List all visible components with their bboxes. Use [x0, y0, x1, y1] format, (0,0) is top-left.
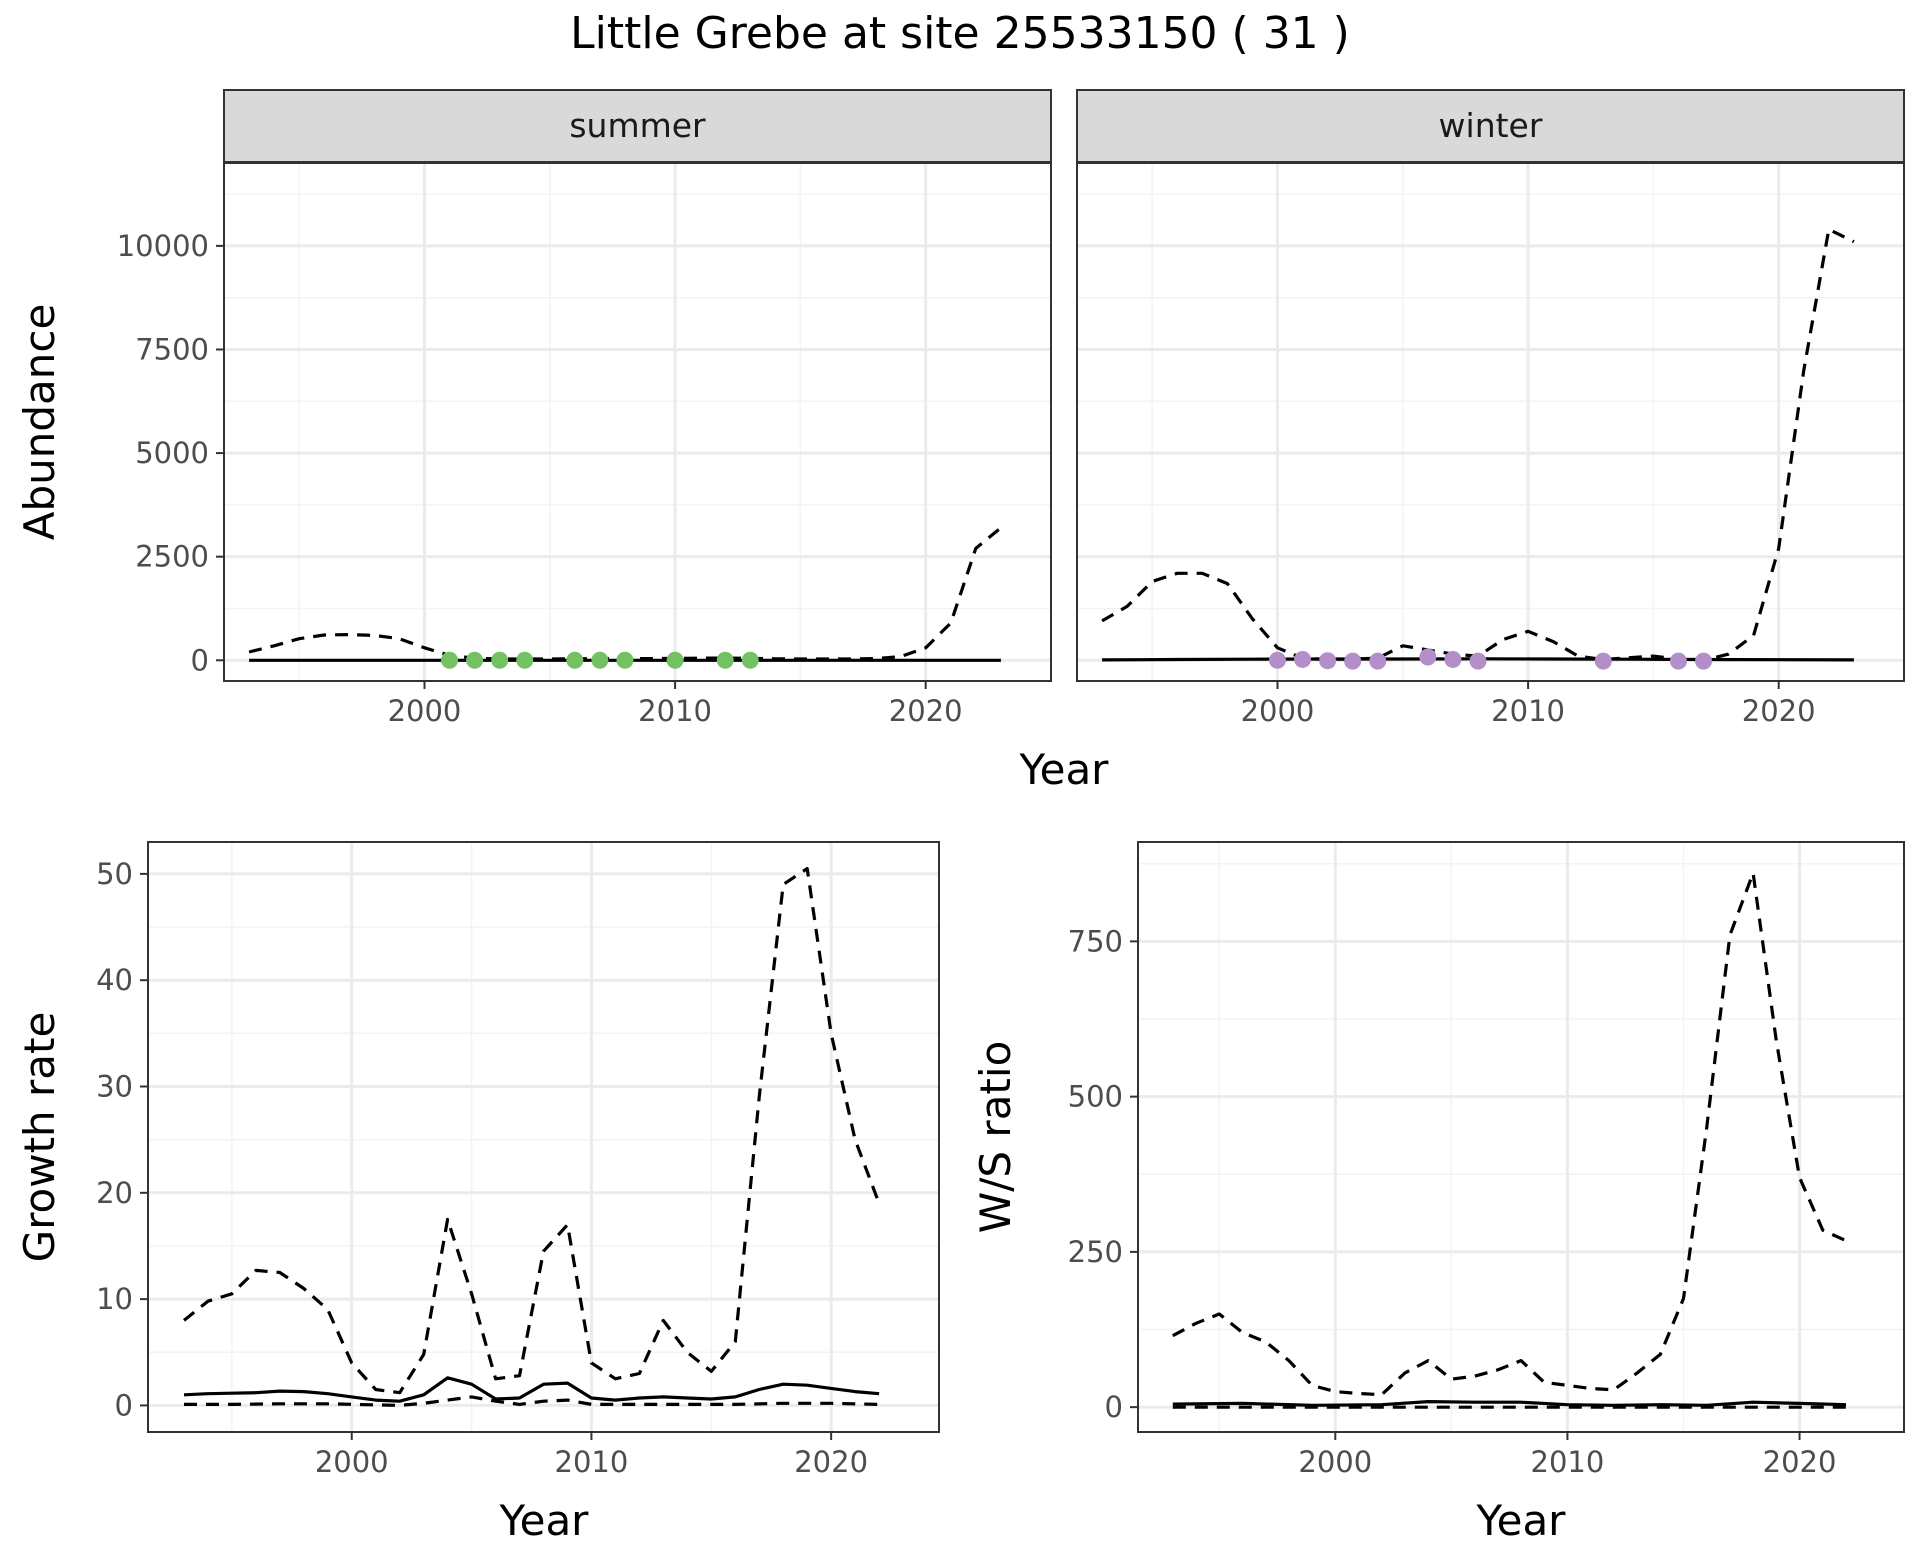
ws-ratio-x-tick-label: 2000 [1298, 1445, 1372, 1479]
abundance-winter-data-point [1319, 652, 1337, 670]
abundance-winter-data-point [1444, 650, 1462, 668]
ws-ratio-x-tick-label: 2020 [1763, 1445, 1837, 1479]
abundance-winter-data-point [1669, 652, 1687, 670]
ws-ratio-y-tick-label: 250 [1068, 1235, 1123, 1269]
ws-ratio-y-tick-label: 750 [1068, 924, 1123, 958]
abundance-summer-data-point [566, 651, 584, 669]
abundance-summer-data-point [591, 651, 609, 669]
abundance-winter-series-line-2 [1101, 227, 1855, 662]
ws-ratio-y-tick-label: 500 [1068, 1080, 1123, 1114]
growth-rate-y-tick-label: 0 [115, 1388, 133, 1422]
abundance-x-axis-title: Year [1019, 745, 1110, 794]
ws-ratio-grid [1138, 842, 1904, 1432]
facet-strip-label-winter: winter [1439, 106, 1543, 145]
abundance-winter-data-point [1369, 652, 1387, 670]
ws-ratio-series-line-1 [1172, 1399, 1847, 1407]
abundance-summer-data-point [616, 651, 634, 669]
growth-rate-panel-border [147, 841, 940, 1433]
abundance-y-tick-label: 2500 [135, 540, 209, 574]
growth-rate-y-tick-label: 50 [96, 857, 133, 891]
abundance-winter-grid [1077, 163, 1905, 681]
chart-title: Little Grebe at site 25533150 ( 31 ) [570, 8, 1350, 59]
growth-rate-y-tick-label: 10 [96, 1282, 133, 1316]
ws-ratio-y-axis-title: W/S ratio [971, 1041, 1020, 1234]
ws-ratio-x-tick-label: 2010 [1531, 1445, 1605, 1479]
abundance-summer-data-point [441, 651, 459, 669]
abundance-winter-data-point [1344, 652, 1362, 670]
growth-rate-y-tick-label: 40 [96, 963, 133, 997]
growth-rate-y-tick-label: 20 [96, 1176, 133, 1210]
ws-ratio-series-line-2 [1172, 871, 1847, 1397]
abundance-y-tick-label: 0 [191, 643, 209, 677]
ws-ratio-x-axis-title: Year [1476, 1496, 1567, 1545]
abundance-y-tick-label: 5000 [135, 436, 209, 470]
abundance-summer-x-tick-label: 2020 [889, 694, 963, 728]
growth-rate-y-axis-title: Growth rate [15, 1012, 64, 1263]
growth-rate-x-tick-label: 2000 [315, 1445, 389, 1479]
abundance-winter-data-point [1419, 648, 1437, 666]
abundance-winter-x-tick-label: 2010 [1491, 694, 1565, 728]
growth-rate-y-tick-label: 30 [96, 1070, 133, 1104]
abundance-winter-data-point [1469, 652, 1487, 670]
growth-rate-x-tick-label: 2020 [794, 1445, 868, 1479]
abundance-summer-x-tick-label: 2000 [388, 694, 462, 728]
abundance-summer-data-point [516, 651, 534, 669]
growth-rate-x-tick-label: 2010 [555, 1445, 629, 1479]
facet-strip-summer [223, 89, 1052, 163]
growth-rate-series-line-1 [183, 1376, 880, 1403]
abundance-summer-x-tick-label: 2010 [638, 694, 712, 728]
growth-rate-x-axis-title: Year [499, 1496, 590, 1545]
abundance-winter-data-point [1695, 652, 1713, 670]
abundance-winter-data-point [1268, 651, 1286, 669]
abundance-winter-data-point [1594, 652, 1612, 670]
abundance-summer-data-point [466, 651, 484, 669]
facet-strip-label-summer: summer [569, 106, 706, 145]
abundance-winter-x-tick-label: 2000 [1241, 694, 1315, 728]
abundance-winter-data-point [1294, 650, 1312, 668]
abundance-summer-data-point [716, 651, 734, 669]
abundance-winter-x-tick-label: 2020 [1742, 694, 1816, 728]
ws-ratio-panel-border [1137, 841, 1905, 1433]
abundance-summer-data-point [491, 651, 509, 669]
abundance-summer-data-point [666, 651, 684, 669]
abundance-y-tick-label: 7500 [135, 332, 209, 366]
ws-ratio-y-tick-label: 0 [1105, 1390, 1123, 1424]
abundance-summer-data-point [741, 651, 759, 669]
growth-rate-grid [148, 842, 939, 1432]
abundance-y-axis-title: Abundance [15, 304, 64, 541]
abundance-summer-grid [224, 163, 1052, 681]
facet-strip-winter [1076, 89, 1905, 163]
abundance-summer-series-line-2 [248, 526, 1002, 661]
abundance-y-tick-label: 10000 [117, 229, 209, 263]
growth-rate-series-line-2 [182, 866, 881, 1395]
